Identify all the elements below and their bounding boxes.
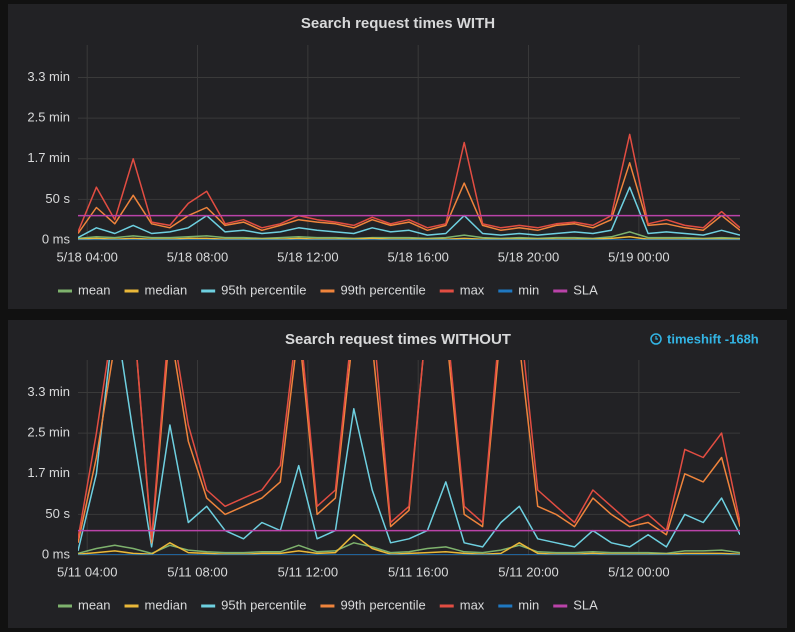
- legend-label: SLA: [573, 282, 598, 297]
- y-tick-label: 3.3 min: [27, 69, 70, 84]
- legend-label: 95th percentile: [221, 282, 306, 297]
- panel-title: Search request times WITHOUT: [285, 331, 511, 348]
- x-tick-label: 5/11 08:00: [167, 564, 227, 579]
- x-tick-label: 5/18 12:00: [277, 249, 338, 264]
- plot-area: [78, 133, 740, 240]
- legend-label: 99th percentile: [340, 282, 425, 297]
- series-line: [78, 133, 740, 233]
- legend-label: mean: [78, 282, 111, 297]
- legend-label: median: [145, 597, 188, 612]
- legend-label: max: [460, 282, 485, 297]
- series-line: [78, 360, 740, 544]
- y-tick-label: 50 s: [45, 191, 70, 206]
- timeshift: timeshift -168h: [667, 331, 759, 346]
- x-tick-label: 5/19 00:00: [608, 249, 669, 264]
- x-tick-label: 5/18 08:00: [167, 249, 228, 264]
- panel-title: Search request times WITH: [301, 15, 495, 32]
- legend-label: mean: [78, 597, 111, 612]
- panel: [8, 4, 787, 309]
- y-tick-label: 1.7 min: [27, 150, 70, 165]
- x-tick-label: 5/11 04:00: [57, 564, 117, 579]
- y-tick-label: 50 s: [45, 506, 70, 521]
- plot-area: [78, 360, 740, 555]
- x-tick-label: 5/18 16:00: [387, 249, 448, 264]
- series-line: [78, 236, 740, 240]
- series-line: [78, 231, 740, 240]
- series-line: [78, 360, 740, 552]
- legend-label: min: [518, 282, 539, 297]
- clock-icon: [650, 333, 662, 345]
- legend-label: min: [518, 597, 539, 612]
- y-tick-label: 2.5 min: [27, 110, 70, 125]
- x-tick-label: 5/18 20:00: [498, 249, 559, 264]
- series-line: [78, 360, 740, 540]
- legend-label: 99th percentile: [340, 597, 425, 612]
- x-tick-label: 5/12 00:00: [608, 564, 669, 579]
- series-line: [78, 533, 740, 555]
- x-tick-label: 5/18 04:00: [56, 249, 117, 264]
- y-tick-label: 0 ms: [42, 546, 71, 561]
- legend-label: median: [145, 282, 188, 297]
- legend-label: 95th percentile: [221, 597, 306, 612]
- series-line: [78, 542, 740, 555]
- legend-label: SLA: [573, 597, 598, 612]
- x-tick-label: 5/11 12:00: [278, 564, 338, 579]
- y-tick-label: 0 ms: [42, 231, 71, 246]
- x-tick-label: 5/11 16:00: [388, 564, 448, 579]
- legend-label: max: [460, 597, 485, 612]
- y-tick-label: 1.7 min: [27, 465, 70, 480]
- y-tick-label: 2.5 min: [27, 425, 70, 440]
- x-tick-label: 5/11 20:00: [498, 564, 558, 579]
- series-line: [78, 186, 740, 239]
- clock-hands: [655, 336, 658, 340]
- y-tick-label: 3.3 min: [27, 384, 70, 399]
